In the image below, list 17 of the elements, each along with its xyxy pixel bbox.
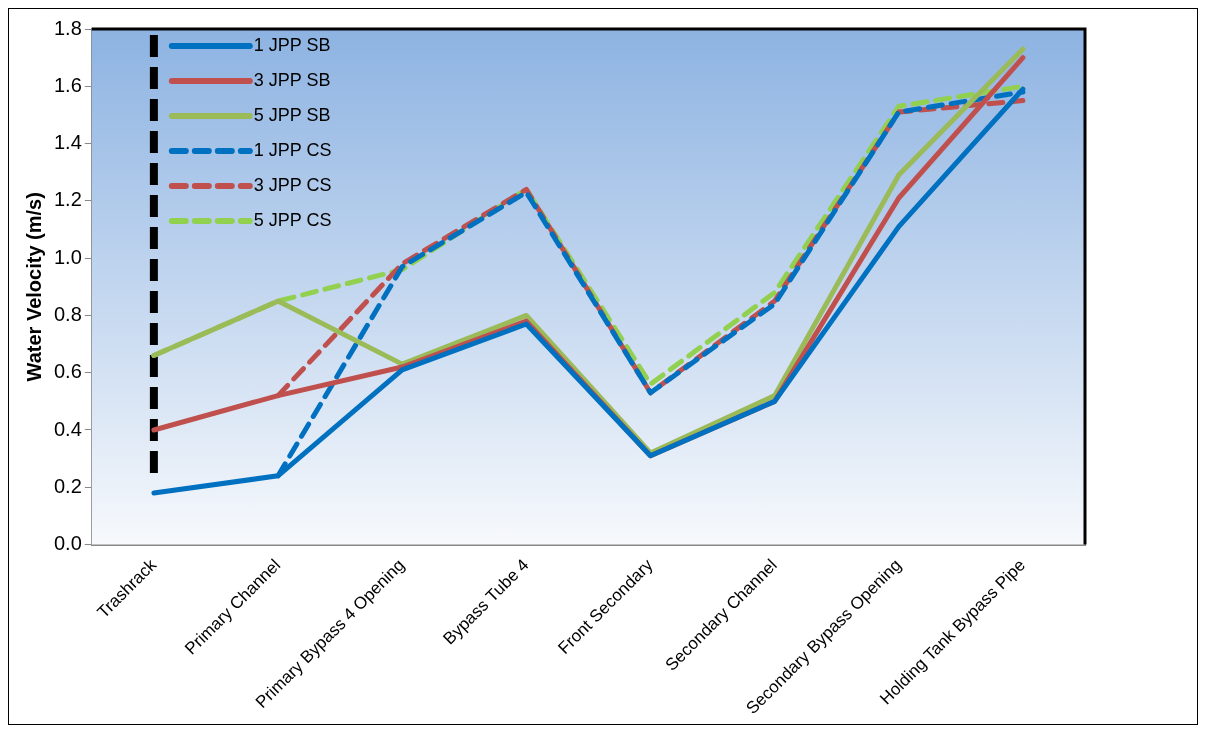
y-tick-label: 1.2 <box>53 188 82 211</box>
y-tick-label: 1.6 <box>53 73 82 96</box>
legend-label: 5 JPP CS <box>253 209 332 230</box>
legend-label: 1 JPP CS <box>253 139 332 160</box>
legend-label: 5 JPP SB <box>253 104 331 125</box>
legend-label: 3 JPP SB <box>253 69 331 90</box>
y-tick-label: 1.0 <box>53 245 82 268</box>
y-tick-label: 1.4 <box>53 131 82 154</box>
legend-label: 3 JPP CS <box>253 174 332 195</box>
y-tick-label: 0.0 <box>53 532 82 555</box>
y-axis-title: Water Velocity (m/s) <box>22 192 45 382</box>
legend-label: 1 JPP SB <box>253 34 331 55</box>
y-tick-label: 0.2 <box>53 474 82 497</box>
y-tick-label: 0.6 <box>53 360 82 383</box>
y-tick-label: 1.8 <box>53 16 82 39</box>
y-tick-label: 0.8 <box>53 302 82 325</box>
y-tick-label: 0.4 <box>53 417 82 440</box>
